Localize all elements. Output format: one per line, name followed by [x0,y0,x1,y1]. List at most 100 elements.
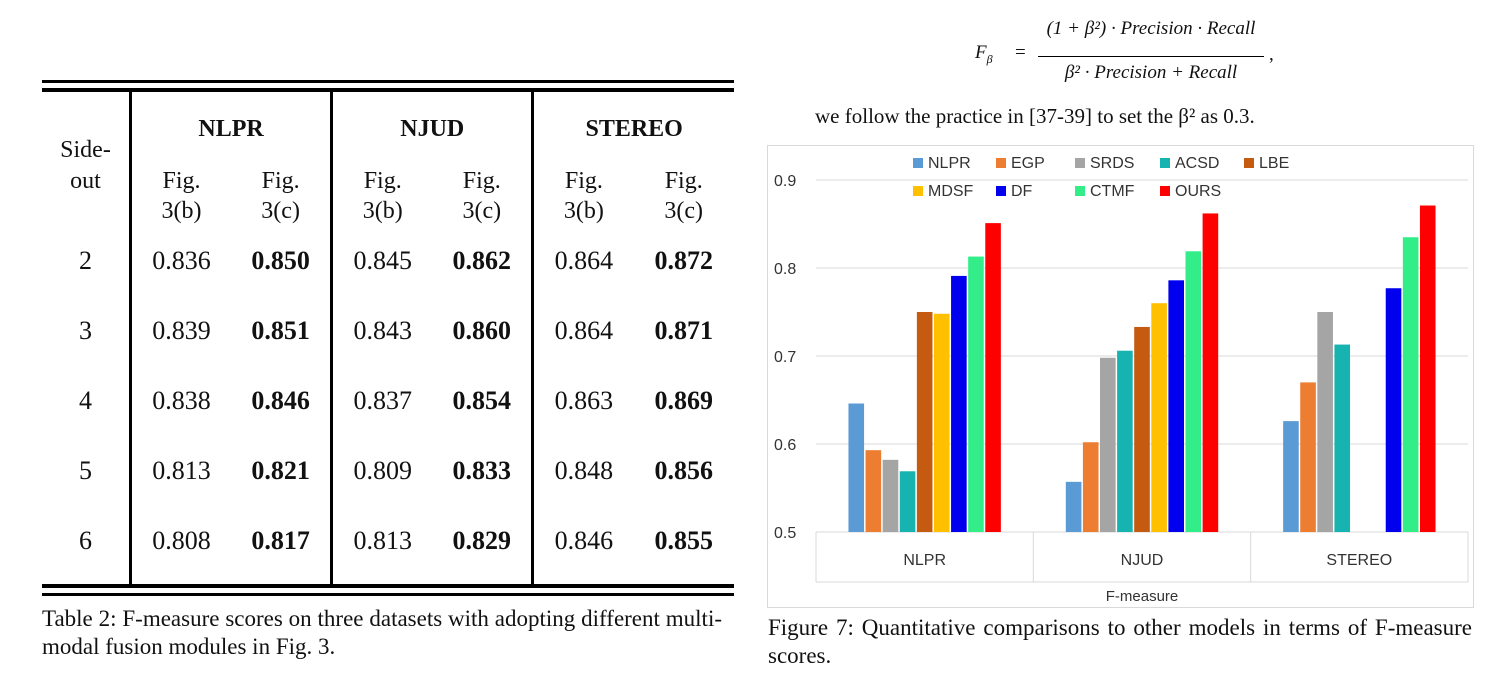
value-cell: 0.864 [531,296,634,366]
dataset-header-stereo: STEREO [531,92,734,166]
bar-ctmf-stereo [1402,237,1419,532]
formula-denominator: β² · Precision + Recall [1064,62,1238,83]
fmeasure-table: Side- NLPR NJUD STEREO out Fig. 3(b) Fig.… [42,92,734,584]
table-bottom-rule-inner [42,593,734,596]
sub-header: Fig. 3(c) [462,168,502,224]
value-cell-best: 0.869 [654,386,713,415]
fmeasure-bar-chart: 0.5 0.6 0.7 0.8 0.9 NLPR NJUD STEREO F-measure NL… [767,145,1474,608]
formula-fraction-bar [1038,56,1264,57]
table-row: 3 0.839 0.851 0.843 0.860 0.864 0.871 [42,296,734,366]
legend-label: SRDS [1090,155,1134,172]
value-cell-best: 0.821 [251,456,310,485]
legend-label: OURS [1175,183,1221,200]
bar-acsd-nlpr [899,471,916,532]
value-cell-best: 0.854 [452,386,512,415]
bar-mdsf-nlpr [933,313,950,532]
bar-ours-stereo [1419,205,1436,532]
legend-swatch [1160,158,1170,168]
sub-header: Fig. 3(b) [330,166,433,226]
bar-df-nlpr [951,275,967,532]
dataset-header-njud: NJUD [330,92,533,166]
legend-swatch [1075,158,1085,168]
x-category-label: STEREO [1326,552,1392,569]
beta-note: we follow the practice in [37-39] to set… [815,104,1255,128]
table-caption: Table 2: F-measure scores on three datas… [42,606,722,659]
bar-acsd-njud [1117,350,1133,532]
bar-nlpr-njud [1065,481,1082,532]
formula-equals: = [1015,42,1026,63]
value-cell-best: 0.860 [452,316,512,345]
bar-ctmf-njud [1185,251,1202,532]
value-cell-best: 0.817 [251,526,310,555]
value-cell: 0.846 [531,506,634,576]
table-top-rule [42,80,734,83]
legend-label: MDSF [928,183,974,200]
value-cell: 0.813 [330,506,433,576]
legend-label: LBE [1259,155,1289,172]
value-cell: 0.813 [129,436,232,506]
legend-swatch [996,158,1006,168]
y-tick-label: 0.8 [774,261,796,278]
value-cell: 0.848 [531,436,634,506]
sub-header: Fig. 3(b) [531,166,634,226]
value-cell-best: 0.856 [654,456,713,485]
y-tick-label: 0.9 [774,173,796,190]
bar-ctmf-nlpr [968,256,984,532]
value-cell-best: 0.872 [654,246,713,275]
value-cell: 0.836 [129,226,232,296]
bar-srds-stereo [1317,312,1333,532]
value-cell-best: 0.829 [452,526,512,555]
side-cell: 3 [79,316,92,345]
bar-lbe-njud [1134,326,1150,532]
value-cell: 0.839 [129,296,232,366]
value-cell: 0.863 [531,366,634,436]
table-row: 5 0.813 0.821 0.809 0.833 0.848 0.856 [42,436,734,506]
value-cell: 0.808 [129,506,232,576]
side-cell: 4 [79,386,92,415]
bar-lbe-nlpr [916,312,933,532]
chart-svg: 0.5 0.6 0.7 0.8 0.9 NLPR NJUD STEREO F-measure NL… [774,155,1469,605]
value-cell: 0.843 [330,296,433,366]
side-out-label-line2: out [70,168,101,194]
table-row: 2 0.836 0.850 0.845 0.862 0.864 0.872 [42,226,734,296]
formula-lhs: Fβ [975,42,993,66]
bar-df-stereo [1385,288,1402,532]
table-top-rule-inner [42,88,734,92]
formula-comma: , [1269,44,1274,65]
f-measure-formula: Fβ = (1 + β²) · Precision · Recall β² · … [975,14,1315,90]
legend-swatch [1160,186,1170,196]
value-cell: 0.837 [330,366,433,436]
bar-nlpr-nlpr [848,403,865,532]
bar-df-njud [1168,280,1184,532]
value-cell-best: 0.846 [251,386,310,415]
bar-ours-nlpr [985,223,1001,532]
value-cell-best: 0.850 [251,246,310,275]
formula-numerator: (1 + β²) · Precision · Recall [1046,18,1256,39]
bar-egp-stereo [1300,382,1316,532]
legend-swatch [913,186,923,196]
value-cell-best: 0.871 [654,316,713,345]
y-tick-label: 0.7 [774,349,796,366]
sub-header: Fig. 3(c) [664,168,704,224]
value-cell-best: 0.862 [452,246,512,275]
side-cell: 6 [79,526,92,555]
legend-label: CTMF [1090,183,1135,200]
value-cell-best: 0.851 [251,316,310,345]
x-category-label: NLPR [903,552,946,569]
value-cell: 0.845 [330,226,433,296]
legend-label: DF [1011,183,1033,200]
bar-ours-njud [1202,213,1219,532]
figure-caption: Figure 7: Quantitative comparisons to ot… [768,615,1472,668]
side-out-label-line1: Side- [60,137,111,163]
value-cell-best: 0.833 [452,456,512,485]
bar-egp-nlpr [865,450,882,532]
legend-swatch [1244,158,1254,168]
side-cell: 5 [79,456,92,485]
x-category-label: NJUD [1121,552,1164,569]
legend-swatch [996,186,1006,196]
bar-srds-nlpr [882,459,899,532]
legend-label: ACSD [1175,155,1219,172]
legend-label: EGP [1011,155,1045,172]
bar-nlpr-stereo [1283,421,1299,532]
y-tick-label: 0.6 [774,437,796,454]
